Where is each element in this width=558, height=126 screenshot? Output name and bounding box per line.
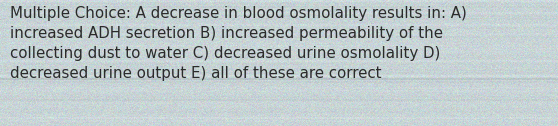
Text: Multiple Choice: A decrease in blood osmolality results in: A)
increased ADH sec: Multiple Choice: A decrease in blood osm… — [10, 6, 467, 81]
